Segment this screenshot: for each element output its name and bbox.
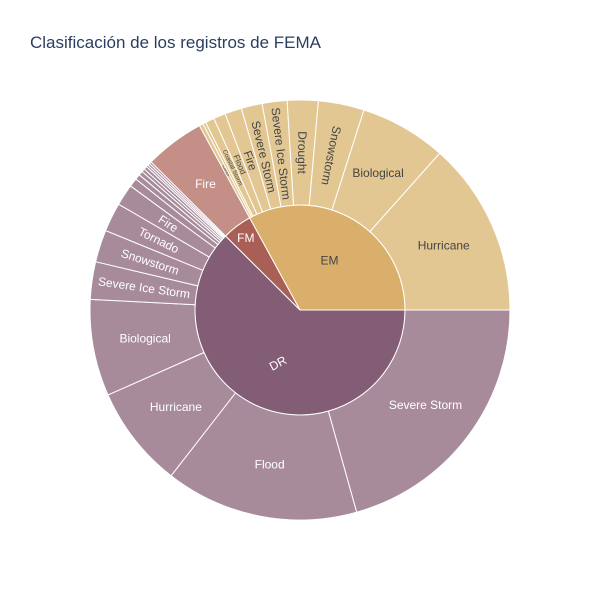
segment-em-hurricane[interactable] — [369, 152, 511, 311]
segment-dr-severe-storm[interactable] — [327, 309, 511, 513]
segment-dr-flood[interactable] — [170, 392, 358, 521]
chart-title: Clasificación de los registros de FEMA — [30, 33, 322, 52]
